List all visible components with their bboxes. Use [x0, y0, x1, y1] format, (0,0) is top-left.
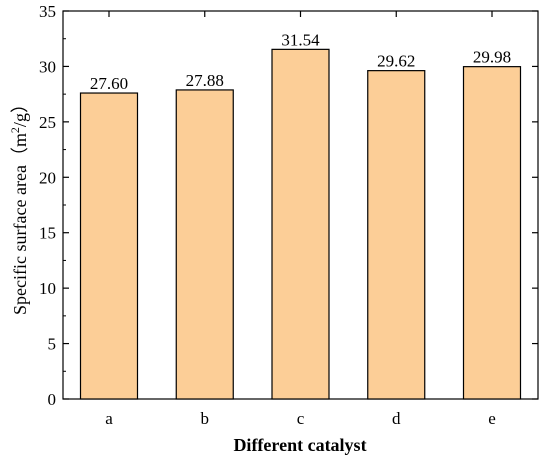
y-tick-label: 0	[48, 390, 57, 409]
y-tick-label: 25	[39, 113, 56, 132]
bar	[271, 48, 330, 400]
y-axis-title-suffix: /g）	[10, 95, 30, 127]
data-labels-group: 27.60 27.88 31.54 29.62 29.98	[90, 30, 511, 93]
x-tick-label: b	[201, 409, 210, 428]
y-tick-label: 35	[39, 2, 56, 21]
x-tick-label: c	[297, 409, 305, 428]
bar	[79, 92, 139, 400]
x-tick-label: a	[105, 409, 113, 428]
y-axis-title-superscript: 2	[8, 127, 22, 133]
bars-group	[79, 48, 522, 400]
x-tick-label: e	[488, 409, 496, 428]
y-tick-label: 15	[39, 224, 56, 243]
bar	[367, 70, 426, 400]
y-axis-title-prefix: Specific surface area（m	[10, 133, 30, 315]
bar	[462, 66, 522, 400]
x-tick-label: d	[392, 409, 401, 428]
bar-value-label: 29.62	[377, 52, 415, 71]
y-tick-label: 5	[48, 335, 57, 354]
bar-value-label: 29.98	[473, 48, 511, 67]
y-axis-title: Specific surface area（m2/g）	[8, 95, 30, 315]
y-tick-label: 20	[39, 168, 56, 187]
x-axis-title: Different catalyst	[233, 435, 366, 455]
bar-value-label: 27.60	[90, 74, 128, 93]
bar-value-label: 31.54	[281, 30, 320, 49]
bar	[175, 89, 234, 400]
bar-value-label: 27.88	[186, 71, 224, 90]
y-tick-label: 30	[39, 57, 56, 76]
y-tick-label: 10	[39, 279, 56, 298]
y-axis: 0 5 10 15 20 25 30 35	[39, 2, 538, 409]
